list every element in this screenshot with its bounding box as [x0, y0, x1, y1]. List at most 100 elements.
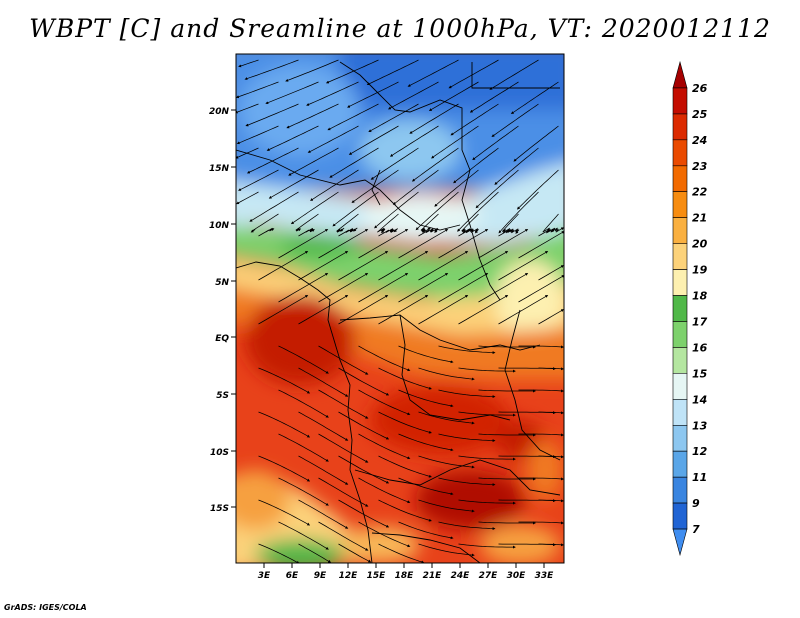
streamline [278, 477, 329, 506]
country-borders [236, 61, 561, 563]
streamline [518, 275, 564, 303]
streamline [236, 103, 259, 114]
streamline [325, 59, 379, 84]
streamline [338, 499, 390, 528]
lat-tick-label: EQ [215, 334, 229, 344]
colorbar-segment [672, 502, 688, 530]
streamline [398, 521, 454, 540]
colorbar-segment [672, 399, 688, 426]
streamline [310, 169, 359, 201]
streamline [453, 147, 499, 184]
streamline [518, 477, 564, 481]
streamline [306, 81, 359, 106]
streamline [358, 477, 411, 504]
streamline [298, 499, 349, 529]
lon-tick-label: 21E [423, 571, 443, 581]
streamline [298, 411, 349, 441]
streamline [338, 411, 390, 440]
streamline [538, 367, 564, 371]
streamline [338, 227, 358, 237]
streamline [438, 477, 496, 487]
lon-tick-label: 12E [339, 571, 359, 581]
streamline [265, 81, 319, 105]
colorbar-segment [672, 269, 688, 296]
lon-tick-label: 33E [535, 571, 555, 581]
colorbar-label: 13 [692, 419, 708, 432]
streamline [538, 543, 564, 547]
streamline [407, 59, 459, 87]
streamline [258, 543, 300, 563]
colorbar-label: 9 [692, 497, 700, 510]
colorbar-label: 17 [692, 315, 708, 328]
streamline [411, 147, 459, 182]
streamline [298, 367, 349, 397]
streamline [258, 227, 275, 237]
streamline [458, 228, 479, 237]
streamline [478, 345, 536, 349]
streamline [409, 103, 459, 134]
streamline [438, 389, 496, 399]
streamline [358, 433, 411, 460]
streamline [378, 411, 432, 434]
streamline [278, 389, 329, 418]
streamline [472, 125, 519, 161]
colorbar: 26 25 24 23 22 21 20 19 18 17 16 15 14 13 12 11 9 7 [672, 60, 708, 557]
streamline [268, 169, 319, 199]
streamline [398, 273, 449, 303]
streamline [398, 477, 454, 496]
streamline [236, 81, 279, 99]
colorbar-segment [672, 243, 688, 270]
colorbar-segment [672, 476, 688, 504]
streamline [398, 229, 449, 259]
streamline [438, 521, 496, 531]
streamline [266, 125, 319, 151]
streamline [475, 169, 519, 209]
streamline [538, 309, 564, 325]
streamline [538, 455, 564, 459]
streamline [469, 81, 519, 113]
lon-tick-label: 3E [258, 571, 271, 581]
streamline [478, 273, 529, 303]
streamline [290, 191, 339, 225]
streamline [307, 125, 359, 153]
colorbar-label: 15 [692, 367, 708, 380]
lon-tick-label: 18E [395, 571, 415, 581]
streamline [298, 227, 315, 237]
streamline [358, 521, 411, 548]
streamline [338, 455, 390, 484]
streamline [298, 455, 349, 485]
streamline [458, 543, 516, 549]
streamline [434, 169, 479, 207]
streamline [494, 147, 539, 185]
streamline [366, 59, 419, 86]
streamline [510, 81, 559, 115]
streamline [538, 227, 564, 237]
streamline [336, 213, 359, 233]
streamline [358, 229, 409, 259]
footer-credit: GrADS: IGES/COLA [4, 603, 87, 612]
streamline [478, 433, 536, 437]
streamline [318, 345, 369, 375]
streamline [238, 169, 279, 191]
streamline [415, 191, 459, 231]
lon-tick-label: 6E [286, 571, 299, 581]
streamline [513, 125, 559, 162]
streamline [518, 389, 564, 393]
streamline [327, 103, 379, 131]
streamline [428, 81, 479, 111]
colorbar-segment [672, 321, 688, 348]
streamline [377, 213, 399, 234]
colorbar-segment [672, 191, 688, 218]
colorbar-label: 14 [692, 393, 707, 406]
streamline [418, 411, 475, 425]
streamline [538, 499, 564, 503]
streamline [478, 229, 529, 259]
colorbar-segment [672, 165, 688, 193]
streamline [370, 147, 419, 180]
colorbar-segment [672, 87, 688, 115]
streamline [398, 345, 454, 364]
streamline [378, 543, 425, 563]
streamline [518, 345, 564, 349]
lat-tick-label: 15S [210, 504, 229, 514]
streamline [538, 265, 564, 281]
